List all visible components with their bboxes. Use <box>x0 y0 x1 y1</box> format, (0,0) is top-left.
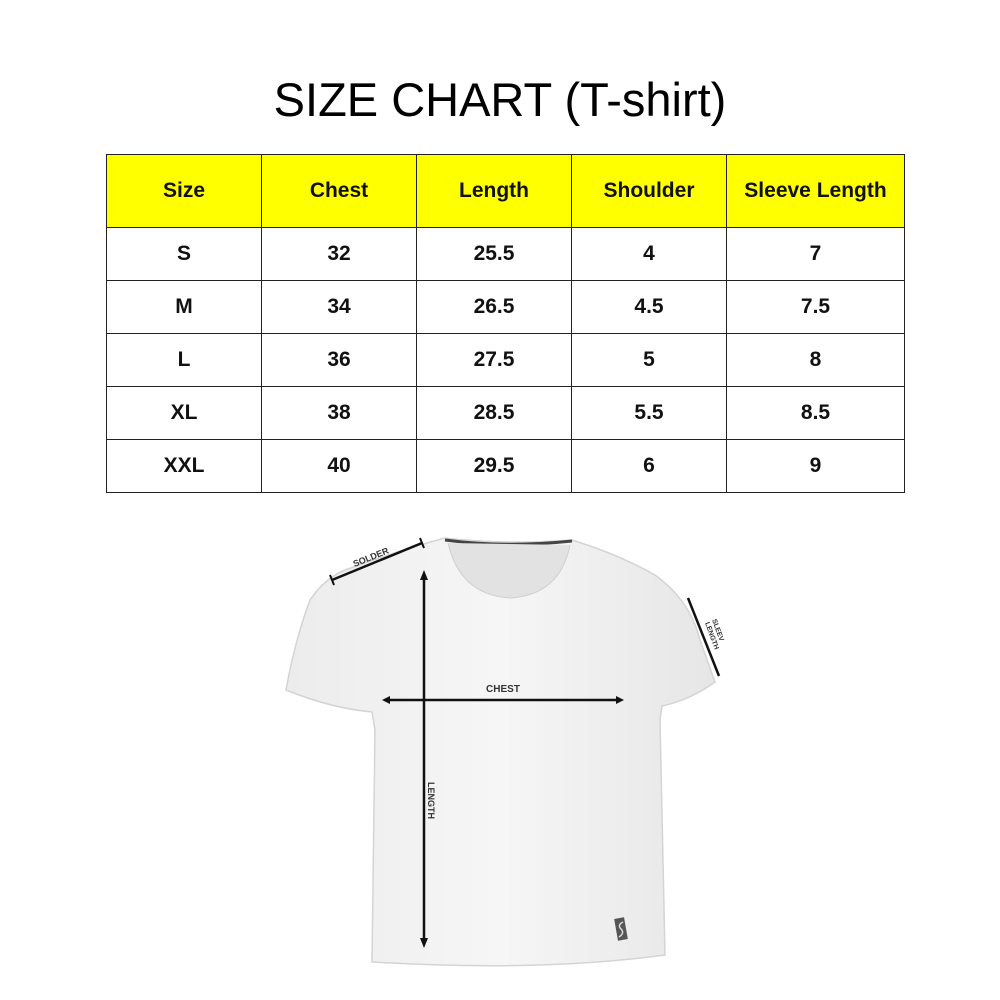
size-table: Size Chest Length Shoulder Sleeve Length S 32… <box>106 154 905 493</box>
length-measure: LENGTH <box>420 570 436 948</box>
table-cell: 26.5 <box>416 280 572 334</box>
table-cell: 27.5 <box>416 333 572 387</box>
table-cell: 25.5 <box>416 227 572 281</box>
table-cell: 8.5 <box>726 386 905 440</box>
page-title: SIZE CHART (T-shirt) <box>273 73 727 126</box>
column-header: Length <box>416 154 572 228</box>
table-cell: 4 <box>571 227 727 281</box>
table-cell: 29.5 <box>416 439 572 493</box>
table-cell: 6 <box>571 439 727 493</box>
table-cell: 4.5 <box>571 280 727 334</box>
table-row: L 36 27.5 5 8 <box>106 333 905 387</box>
table-cell: XL <box>106 386 262 440</box>
table-cell: S <box>106 227 262 281</box>
table-cell: 5 <box>571 333 727 387</box>
table-cell: M <box>106 280 262 334</box>
neck-opening <box>447 542 571 599</box>
column-header: Shoulder <box>571 154 727 228</box>
table-cell: 7.5 <box>726 280 905 334</box>
column-header: Size <box>106 154 262 228</box>
table-cell: 34 <box>261 280 417 334</box>
table-header-row: Size Chest Length Shoulder Sleeve Length <box>106 154 905 228</box>
brand-tag-icon <box>614 917 628 941</box>
table-cell: 8 <box>726 333 905 387</box>
table-cell: 7 <box>726 227 905 281</box>
table-cell: 28.5 <box>416 386 572 440</box>
table-row: XXL 40 29.5 6 9 <box>106 439 905 493</box>
column-header: Sleeve Length <box>726 154 905 228</box>
column-header: Chest <box>261 154 417 228</box>
table-row: S 32 25.5 4 7 <box>106 227 905 281</box>
table-row: XL 38 28.5 5.5 8.5 <box>106 386 905 440</box>
chest-label: CHEST <box>486 684 520 695</box>
table-cell: 38 <box>261 386 417 440</box>
table-row: M 34 26.5 4.5 7.5 <box>106 280 905 334</box>
length-label: LENGTH <box>426 782 436 819</box>
table-cell: 32 <box>261 227 417 281</box>
sleeve-measure: SLEEV LENGTH <box>686 597 725 677</box>
tshirt-shape <box>285 537 716 967</box>
table-cell: 9 <box>726 439 905 493</box>
